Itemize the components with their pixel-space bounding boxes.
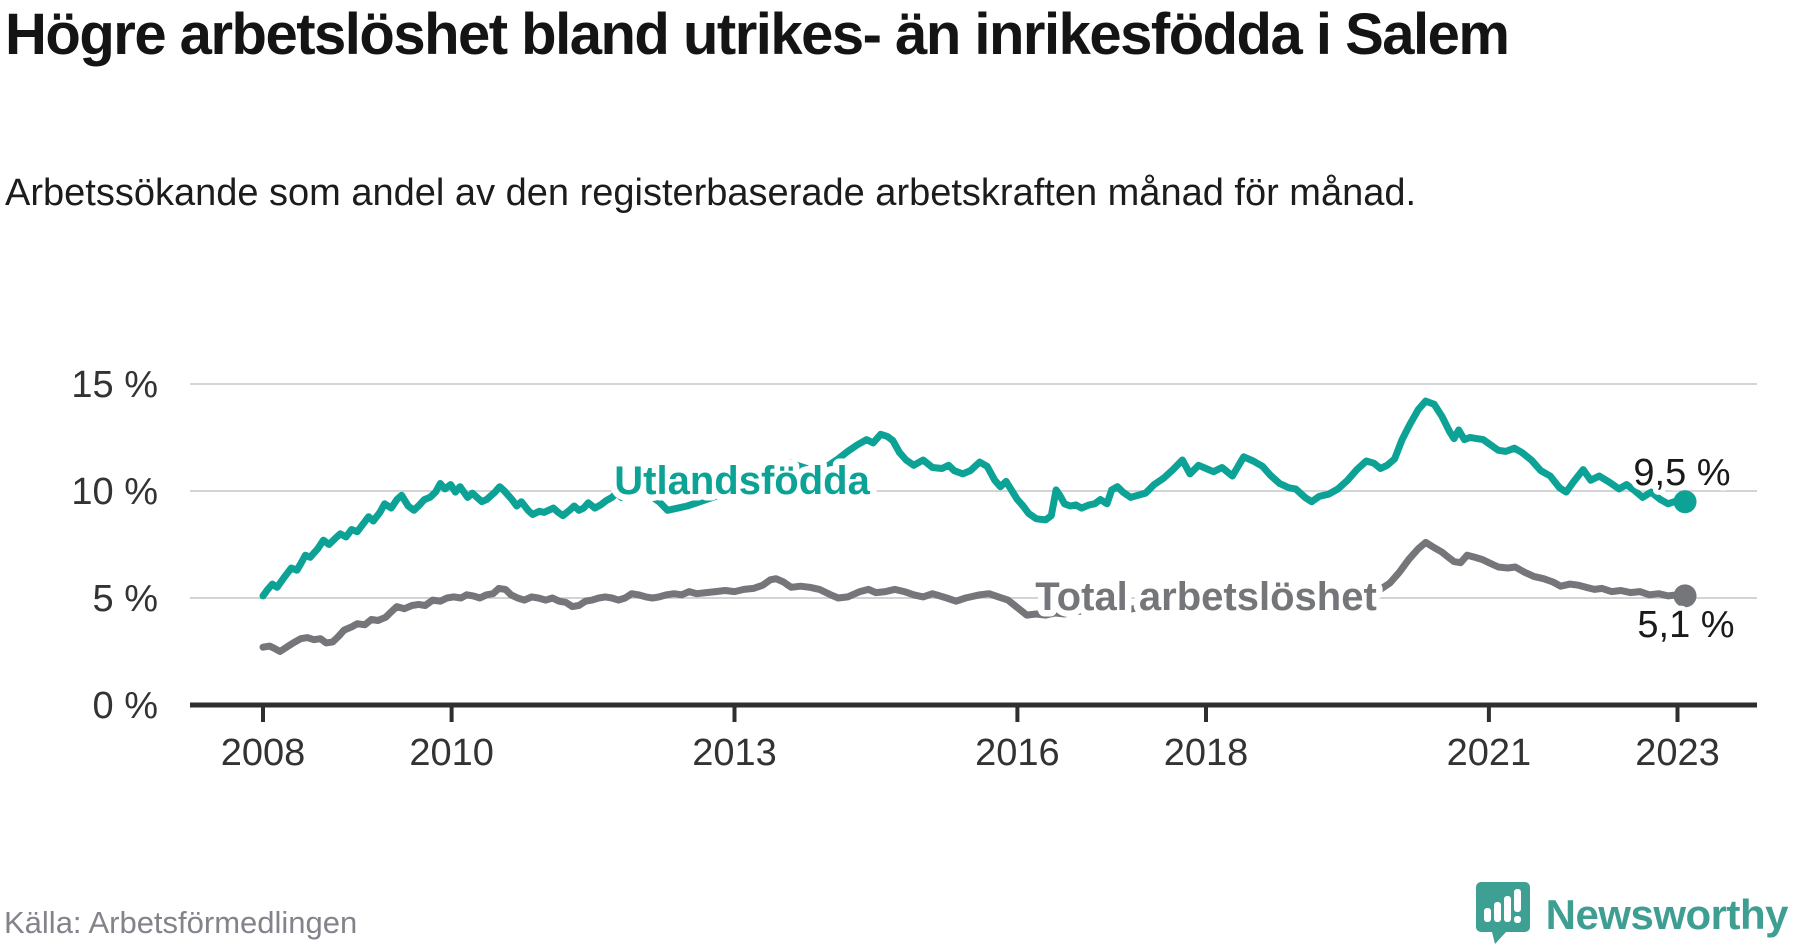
series-lines xyxy=(259,397,1689,655)
newsworthy-logo-icon xyxy=(1475,882,1530,944)
series-label: Total arbetslöshet xyxy=(1035,575,1377,619)
series-label: Utlandsfödda xyxy=(614,459,870,503)
series-line-total xyxy=(259,538,1689,655)
x-tick-label: 2021 xyxy=(1447,732,1532,774)
series-end-dots xyxy=(1673,490,1697,608)
series-end-value-label: 5,1 % xyxy=(1637,604,1734,646)
source-note: Källa: Arbetsförmedlingen xyxy=(4,905,358,940)
y-tick-label: 5 % xyxy=(93,578,158,620)
x-tick-label: 2018 xyxy=(1164,732,1249,774)
x-tick-label: 2013 xyxy=(692,732,777,774)
series-labels: Utlandsfödda Total arbetslöshet xyxy=(608,453,1384,626)
x-tick-label: 2023 xyxy=(1635,732,1720,774)
x-axis-tick-labels: 2008 2010 2013 2016 2018 2021 2023 xyxy=(221,732,1720,774)
series-end-value-label: 9,5 % xyxy=(1633,452,1730,494)
y-tick-label: 0 % xyxy=(93,685,158,727)
series-end-dot xyxy=(1673,584,1697,608)
x-tick-label: 2008 xyxy=(221,732,306,774)
newsworthy-brand: Newsworthy xyxy=(1475,880,1789,950)
page-title: Högre arbetslöshet bland utrikes- än inr… xyxy=(5,2,1510,67)
y-tick-label: 10 % xyxy=(71,471,158,513)
x-tick-label: 2010 xyxy=(409,732,494,774)
series-end-value-labels: 9,5 % 5,1 % xyxy=(1628,447,1739,651)
series-end-dot xyxy=(1673,490,1697,514)
series-line-utlandsfodda xyxy=(259,397,1689,600)
x-axis xyxy=(190,702,1757,722)
x-tick-label: 2016 xyxy=(975,732,1060,774)
y-axis-tick-labels: 0 % 5 % 10 % 15 % xyxy=(71,364,158,727)
gridlines xyxy=(190,383,1757,599)
brand-name: Newsworthy xyxy=(1545,891,1789,938)
bar-chart-icon xyxy=(1483,889,1521,923)
chart-subtitle: Arbetssökande som andel av den registerb… xyxy=(5,172,1417,214)
y-tick-label: 15 % xyxy=(71,364,158,406)
